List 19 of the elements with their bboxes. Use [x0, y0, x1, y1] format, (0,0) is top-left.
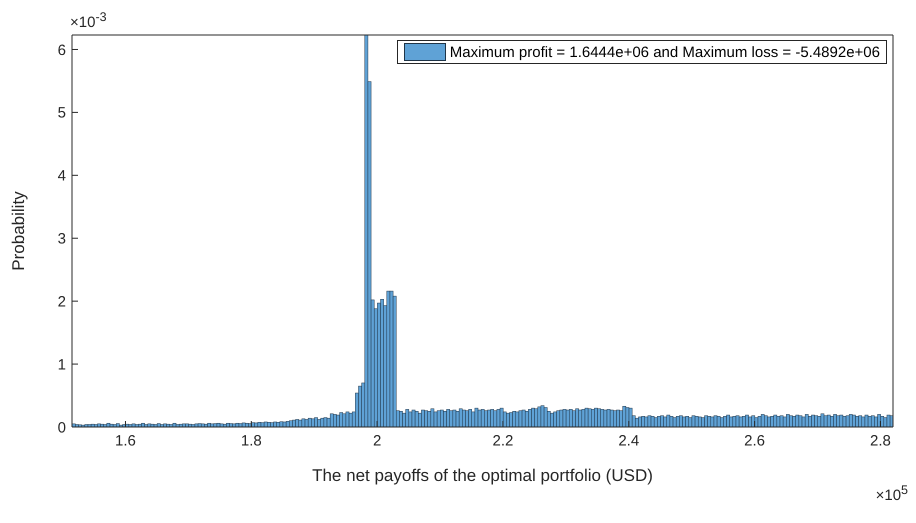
text: ×10$^{-3}$	[70, 10, 107, 31]
y-tick-label: 2	[58, 293, 66, 310]
x-tick-label: 1.6	[115, 432, 136, 450]
x-tick-label: 2.8	[870, 432, 891, 450]
y-tick-label: 4	[58, 168, 66, 185]
x-tick-label: 2.6	[744, 432, 766, 450]
text: ×10$^{5}$	[876, 483, 908, 504]
x-tick-label: 2.4	[618, 432, 640, 450]
x-axis-title: The net payoffs of the optimal portfolio (USD)	[312, 466, 653, 485]
x-tick-label: 2	[372, 432, 382, 450]
y-tick-label: 3	[58, 230, 66, 248]
y-axis-title: Probability	[9, 190, 28, 271]
y-tick-label: 5	[58, 104, 66, 122]
legend-label: Maximum profit = 1.6444e+06 and Maximum loss = -5.4892e+06	[450, 44, 880, 60]
y-tick-label: 1	[58, 356, 66, 374]
x-tick-label: 2.2	[492, 432, 514, 450]
y-tick-label: 6	[58, 42, 66, 59]
x-tick-label: 1.8	[240, 432, 262, 450]
y-tick-label: 0	[58, 419, 66, 436]
